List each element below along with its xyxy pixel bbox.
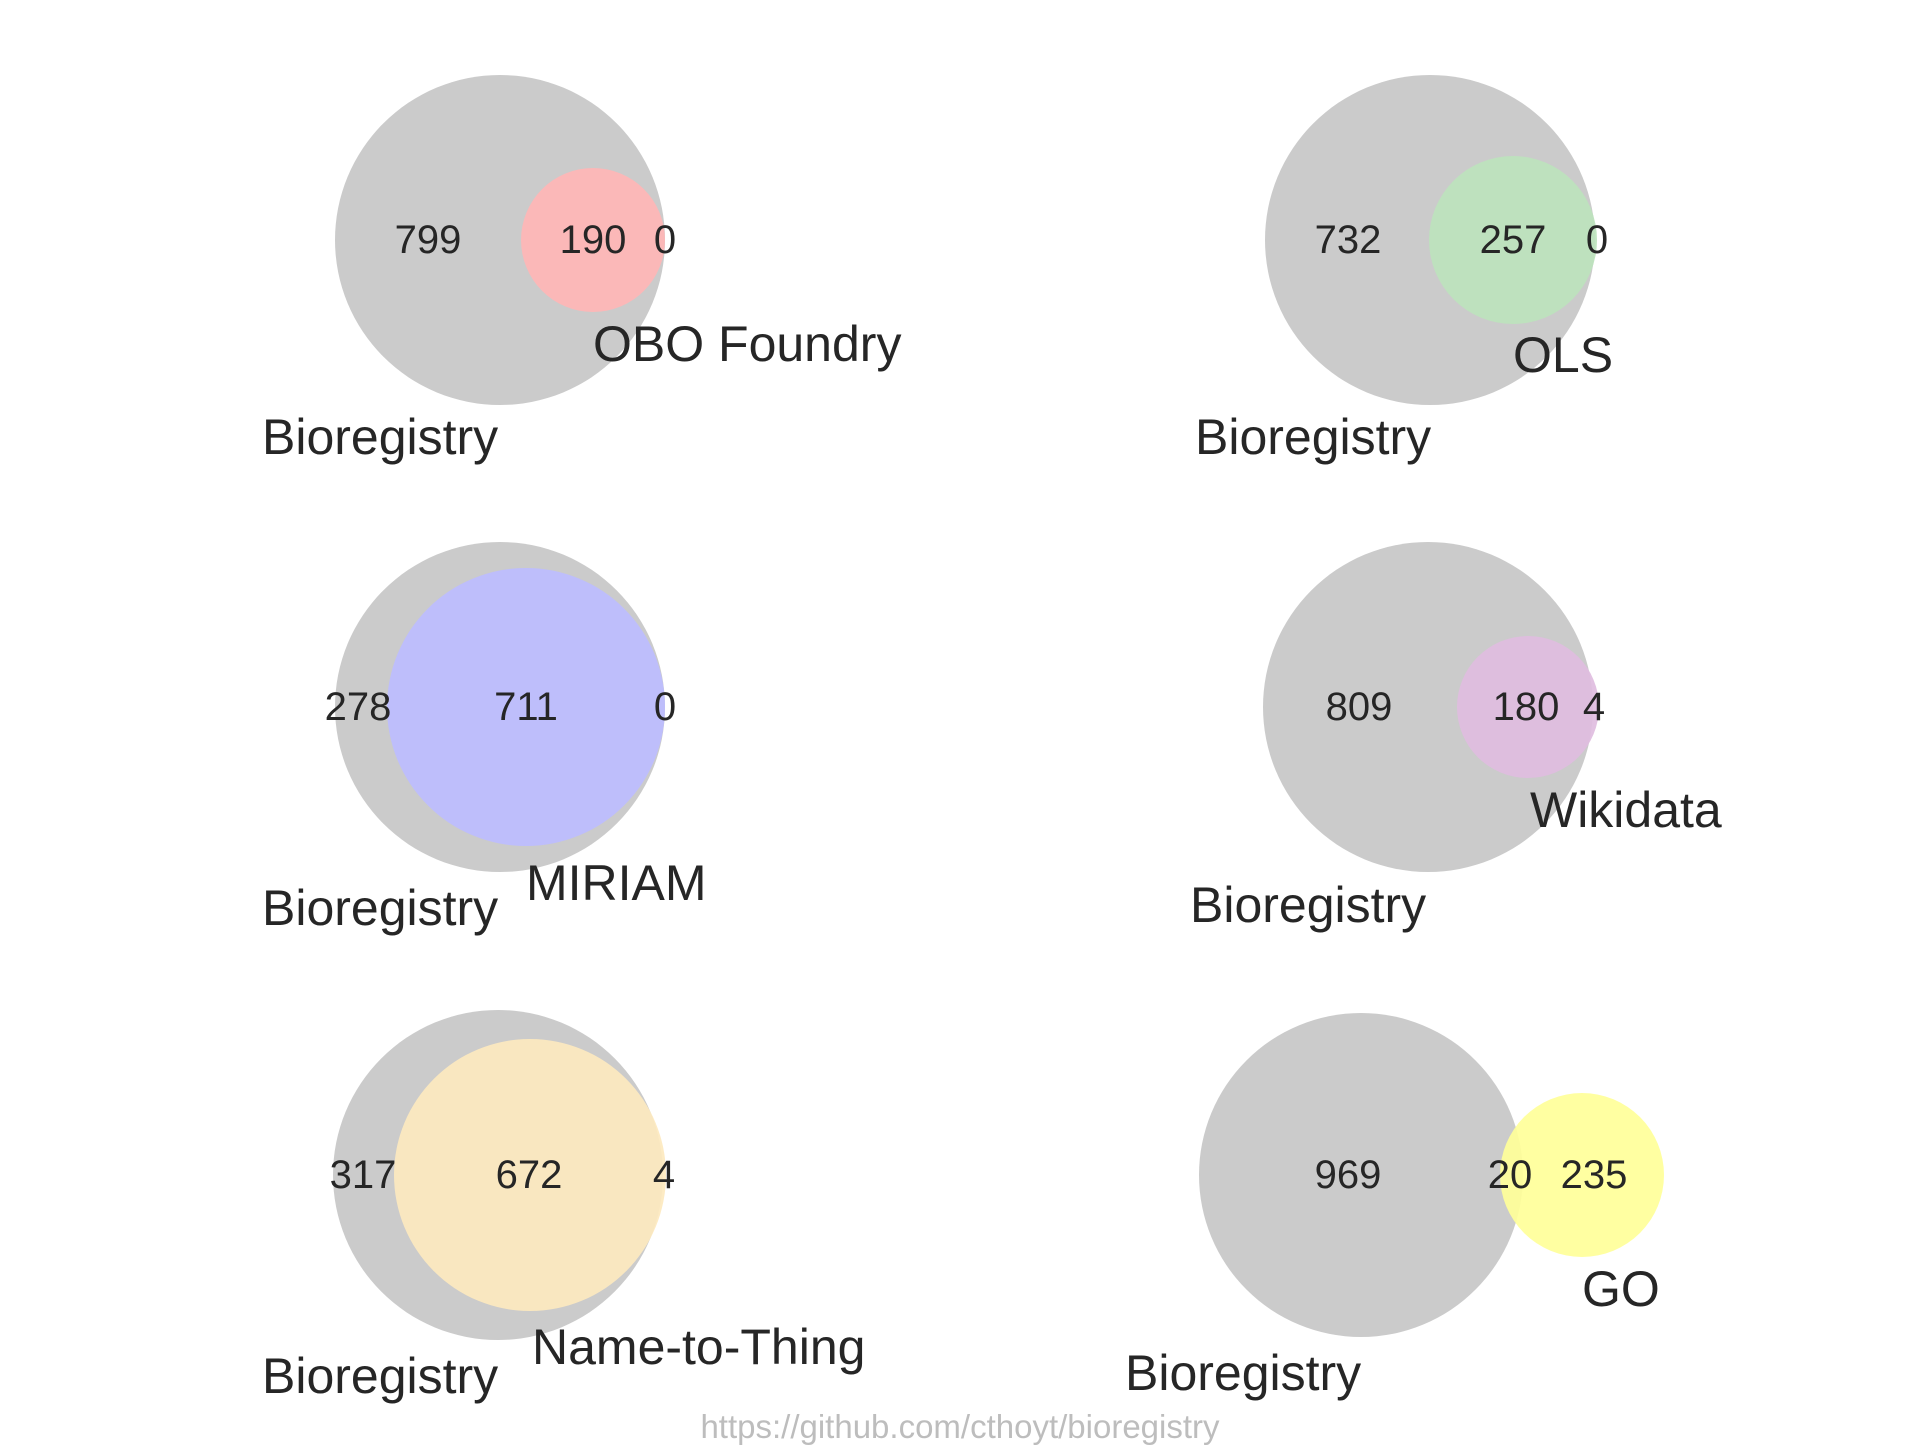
venn-circle-right [1500, 1093, 1664, 1257]
set-label-left: Bioregistry [1125, 1345, 1361, 1401]
count-left-only: 809 [1326, 685, 1393, 729]
count-right-only: 0 [654, 218, 676, 262]
count-left-only: 732 [1315, 218, 1382, 262]
set-label-right: GO [1582, 1261, 1660, 1317]
count-intersection: 190 [560, 218, 627, 262]
set-label-right: MIRIAM [526, 855, 707, 911]
set-label-right: OLS [1513, 327, 1613, 383]
count-left-only: 969 [1315, 1153, 1382, 1197]
count-intersection: 257 [1480, 218, 1547, 262]
venn-circle-right [394, 1039, 666, 1311]
set-label-right: Name-to-Thing [532, 1319, 865, 1375]
venn-circle-left [335, 75, 665, 405]
count-intersection: 672 [496, 1153, 563, 1197]
venn-circle-right [521, 168, 665, 312]
set-label-left: Bioregistry [1195, 409, 1431, 465]
count-intersection: 20 [1488, 1153, 1533, 1197]
count-right-only: 0 [1586, 218, 1608, 262]
venn-circle-right [387, 568, 665, 846]
venn-panel-5: 317 672 4 Bioregistry Name-to-Thing [262, 1010, 865, 1404]
count-left-only: 278 [325, 685, 392, 729]
venn-circle-left [1199, 1013, 1523, 1337]
venn-panel-4: 809 180 4 Bioregistry Wikidata [1190, 542, 1722, 933]
set-label-left: Bioregistry [262, 409, 498, 465]
set-label-left: Bioregistry [262, 880, 498, 936]
venn-panel-6: 969 20 235 Bioregistry GO [1125, 1013, 1664, 1401]
set-label-left: Bioregistry [262, 1348, 498, 1404]
count-intersection: 711 [494, 685, 558, 729]
count-left-only: 317 [330, 1153, 397, 1197]
venn-circle-right [1429, 156, 1597, 324]
count-right-only: 235 [1561, 1153, 1628, 1197]
venn-circle-right [1457, 636, 1599, 778]
count-left-only: 799 [395, 218, 462, 262]
set-label-left: Bioregistry [1190, 877, 1426, 933]
source-url: https://github.com/cthoyt/bioregistry [700, 1408, 1220, 1445]
count-intersection: 180 [1493, 685, 1560, 729]
set-label-right: Wikidata [1530, 782, 1722, 838]
venn-panel-2: 732 257 0 Bioregistry OLS [1195, 75, 1613, 465]
count-right-only: 4 [653, 1153, 675, 1197]
count-right-only: 0 [654, 685, 676, 729]
set-label-right: OBO Foundry [593, 316, 901, 372]
venn-panel-1: 799 190 0 Bioregistry OBO Foundry [262, 75, 901, 465]
venn-panel-3: 278 711 0 Bioregistry MIRIAM [262, 542, 707, 936]
venn-circle-left [1263, 542, 1593, 872]
count-right-only: 4 [1583, 685, 1605, 729]
